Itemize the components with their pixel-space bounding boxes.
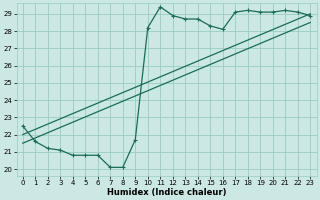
X-axis label: Humidex (Indice chaleur): Humidex (Indice chaleur) <box>107 188 226 197</box>
